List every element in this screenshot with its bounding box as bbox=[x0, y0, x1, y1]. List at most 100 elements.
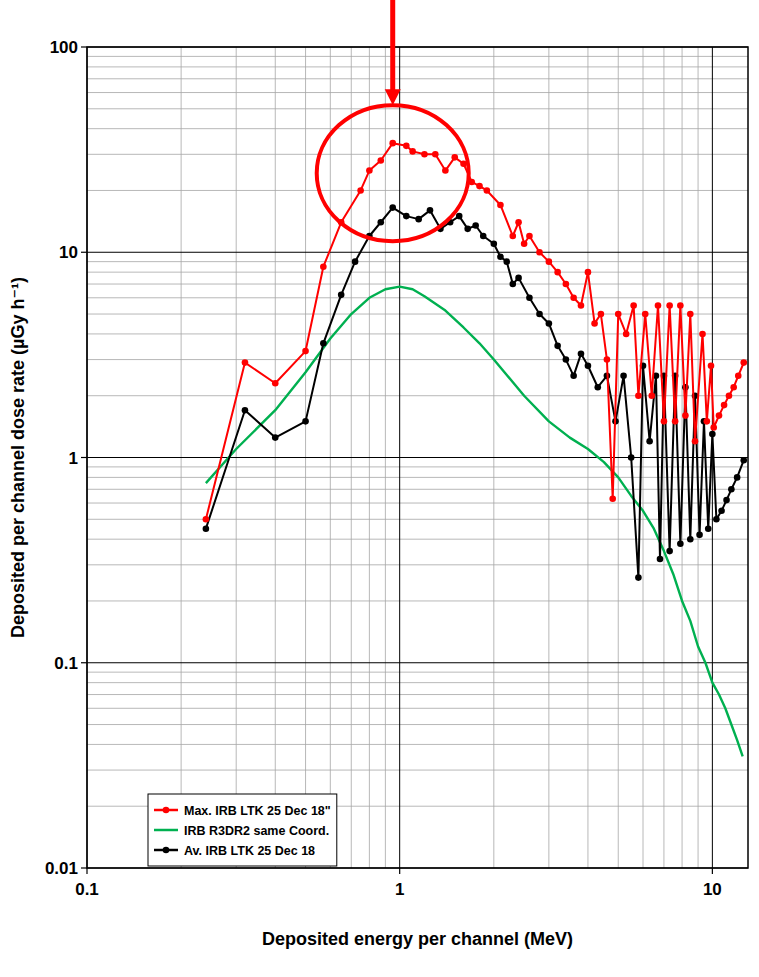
minor-grid-y bbox=[87, 333, 748, 334]
background bbox=[0, 0, 759, 977]
series-point bbox=[591, 320, 598, 327]
series-point bbox=[657, 556, 664, 563]
series-point bbox=[687, 536, 694, 543]
minor-grid-y bbox=[87, 190, 748, 191]
series-point bbox=[554, 343, 561, 350]
y-tick-label: 0.01 bbox=[45, 859, 78, 878]
series-point bbox=[682, 412, 689, 419]
series-point bbox=[713, 516, 720, 523]
series-point bbox=[521, 240, 528, 247]
series-point bbox=[677, 540, 684, 547]
series-point bbox=[451, 154, 458, 161]
x-tick-label: 0.1 bbox=[75, 880, 99, 899]
minor-grid-y bbox=[87, 66, 748, 67]
series-point bbox=[646, 438, 653, 445]
minor-grid-y bbox=[87, 600, 748, 601]
series-point bbox=[699, 331, 706, 338]
x-axis-title: Deposited energy per channel (MeV) bbox=[262, 929, 573, 949]
minor-grid-y bbox=[87, 682, 748, 683]
x-tick bbox=[86, 868, 87, 874]
minor-grid-y bbox=[87, 154, 748, 155]
annotation bbox=[317, 0, 469, 241]
series-point bbox=[415, 216, 422, 223]
legend-label: Av. IRB LTK 25 Dec 18 bbox=[184, 844, 315, 858]
series-point bbox=[563, 356, 570, 363]
series-point bbox=[432, 151, 439, 158]
series-point bbox=[623, 331, 630, 338]
series-point bbox=[509, 281, 516, 288]
series-point bbox=[740, 359, 747, 366]
y-tick-label: 1 bbox=[69, 449, 78, 468]
series-point bbox=[536, 311, 543, 318]
axes: 0.11100.010.1110100 bbox=[45, 38, 722, 899]
series-point bbox=[648, 392, 655, 399]
chart: 0.11100.010.1110100Deposited energy per … bbox=[0, 0, 759, 977]
series-point bbox=[272, 434, 279, 441]
series-point bbox=[480, 233, 487, 240]
series-point bbox=[203, 516, 210, 523]
series-point bbox=[377, 219, 384, 226]
legend-marker bbox=[163, 807, 170, 814]
y-tick bbox=[81, 662, 87, 663]
y-tick bbox=[81, 867, 87, 868]
series-point bbox=[740, 457, 747, 464]
minor-grid-y bbox=[87, 56, 748, 57]
series-point bbox=[497, 254, 504, 261]
y-tick bbox=[81, 457, 87, 458]
series-point bbox=[734, 474, 741, 481]
x-tick-label: 1 bbox=[395, 880, 404, 899]
series-point bbox=[609, 495, 616, 502]
series-point bbox=[615, 311, 622, 318]
series-point bbox=[242, 407, 249, 414]
series-point bbox=[377, 157, 384, 164]
series-point bbox=[464, 226, 471, 233]
minor-grid-y bbox=[87, 272, 748, 273]
series-point bbox=[598, 311, 605, 318]
series-point bbox=[526, 233, 533, 240]
plot-frame bbox=[87, 47, 748, 868]
series-point bbox=[456, 213, 463, 220]
minor-grid-y bbox=[87, 770, 748, 771]
data bbox=[203, 140, 747, 756]
series-point bbox=[692, 438, 699, 445]
series-point bbox=[320, 340, 327, 347]
y-axis-title: Deposited per channel dose rate (µGy h⁻¹… bbox=[8, 277, 28, 638]
y-tick-label: 100 bbox=[50, 38, 78, 57]
legend-marker bbox=[163, 847, 170, 854]
series-point bbox=[389, 204, 396, 211]
minor-grid-y bbox=[87, 261, 748, 262]
series-point bbox=[302, 348, 309, 355]
series-point bbox=[497, 202, 504, 209]
legend-box bbox=[148, 794, 337, 866]
minor-grid-y bbox=[87, 128, 748, 129]
series-point bbox=[585, 269, 592, 276]
series-point bbox=[635, 574, 642, 581]
series-point bbox=[585, 362, 592, 369]
series-line bbox=[206, 287, 743, 757]
series-point bbox=[484, 187, 491, 194]
minor-grid-y bbox=[87, 744, 748, 745]
series-point bbox=[357, 187, 364, 194]
minor-grid-y bbox=[87, 297, 748, 298]
series-point bbox=[570, 373, 577, 380]
minor-grid-y bbox=[87, 466, 748, 467]
series-point bbox=[721, 402, 728, 409]
series-point bbox=[604, 356, 611, 363]
series-point bbox=[630, 302, 637, 309]
series-point bbox=[472, 222, 479, 229]
y-tick bbox=[81, 252, 87, 253]
series-point bbox=[620, 373, 627, 380]
minor-grid-y bbox=[87, 724, 748, 725]
series-point bbox=[421, 151, 428, 158]
series-point bbox=[696, 532, 703, 539]
minor-grid-y bbox=[87, 503, 748, 504]
minor-grid-y bbox=[87, 92, 748, 93]
minor-grid-y bbox=[87, 564, 748, 565]
legend: Max. IRB LTK 25 Dec 18"IRB R3DR2 same Co… bbox=[148, 794, 337, 866]
series-point bbox=[320, 263, 327, 270]
series-point bbox=[554, 269, 561, 276]
series-point bbox=[503, 258, 510, 265]
series-point bbox=[536, 249, 543, 256]
series-point bbox=[718, 507, 725, 514]
series-point bbox=[635, 392, 642, 399]
